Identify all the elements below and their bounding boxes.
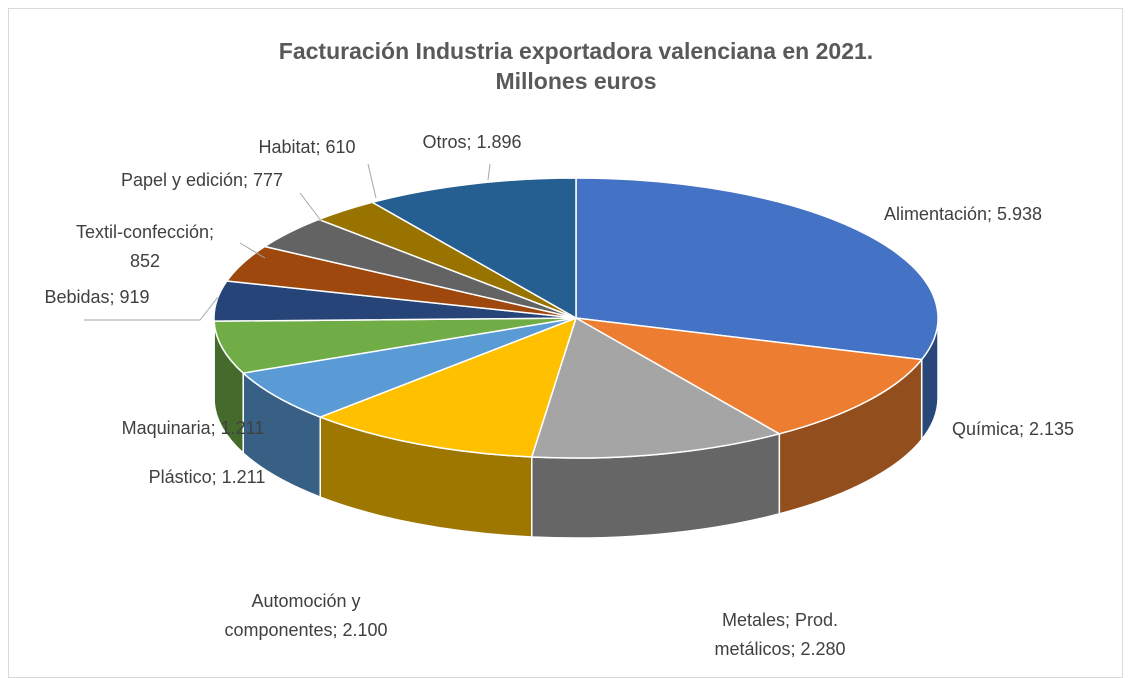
data-label-line: Automoción y [251, 591, 360, 611]
data-label-line: componentes; 2.100 [224, 620, 387, 640]
data-label: Química; 2.135 [952, 419, 1074, 439]
data-label-line: Maquinaria; 1.211 [122, 418, 265, 438]
data-label-line: 852 [130, 251, 160, 271]
data-label-line: Otros; 1.896 [422, 132, 521, 152]
data-label: Metales; Prod. metálicos; 2.280 [714, 610, 845, 659]
data-label: Plástico; 1.211 [149, 467, 266, 487]
data-label-line: Alimentación; 5.938 [884, 204, 1042, 224]
data-label-line: metálicos; 2.280 [714, 639, 845, 659]
data-label-line: Química; 2.135 [952, 419, 1074, 439]
data-label-line: Metales; Prod. [722, 610, 838, 630]
data-label: Otros; 1.896 [422, 132, 521, 152]
data-label: Automoción y componentes; 2.100 [224, 591, 387, 640]
data-label: Maquinaria; 1.211 [122, 418, 265, 438]
leader-line [488, 164, 490, 180]
data-label-line: Habitat; 610 [258, 137, 355, 157]
data-label: Habitat; 610 [258, 137, 355, 157]
data-label-line: Papel y edición; 777 [121, 170, 283, 190]
leader-line [368, 164, 376, 198]
leader-line [300, 193, 322, 222]
data-label: Bebidas; 919 [44, 287, 149, 307]
data-label: Alimentación; 5.938 [884, 204, 1042, 224]
data-label: Textil-confección; 852 [76, 222, 214, 271]
data-label-line: Bebidas; 919 [44, 287, 149, 307]
data-label-line: Plástico; 1.211 [149, 467, 266, 487]
data-label-line: Textil-confección; [76, 222, 214, 242]
data-label: Papel y edición; 777 [121, 170, 283, 190]
